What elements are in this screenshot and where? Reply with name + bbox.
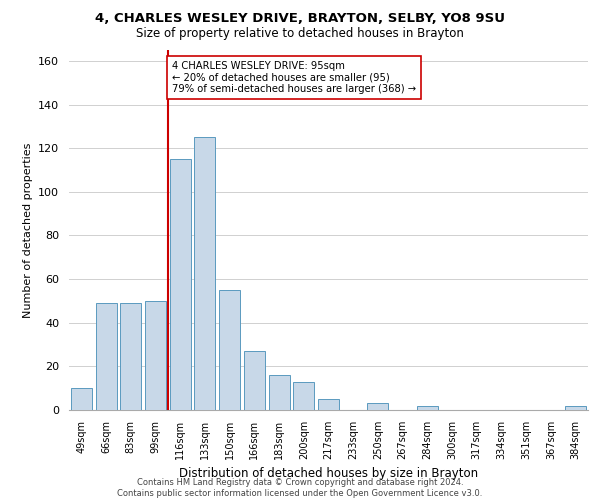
Text: Size of property relative to detached houses in Brayton: Size of property relative to detached ho… [136,28,464,40]
Bar [194,138,215,410]
Bar [71,388,92,410]
Bar [170,159,191,410]
Bar [269,375,290,410]
Text: 4 CHARLES WESLEY DRIVE: 95sqm
← 20% of detached houses are smaller (95)
79% of s: 4 CHARLES WESLEY DRIVE: 95sqm ← 20% of d… [172,61,416,94]
Bar [417,406,438,410]
Text: 4, CHARLES WESLEY DRIVE, BRAYTON, SELBY, YO8 9SU: 4, CHARLES WESLEY DRIVE, BRAYTON, SELBY,… [95,12,505,26]
Bar [367,404,388,410]
Bar [219,290,240,410]
Text: Contains HM Land Registry data © Crown copyright and database right 2024.
Contai: Contains HM Land Registry data © Crown c… [118,478,482,498]
X-axis label: Distribution of detached houses by size in Brayton: Distribution of detached houses by size … [179,468,478,480]
Bar [293,382,314,410]
Bar [120,303,141,410]
Y-axis label: Number of detached properties: Number of detached properties [23,142,32,318]
Bar [95,303,116,410]
Bar [145,301,166,410]
Bar [565,406,586,410]
Bar [244,351,265,410]
Bar [318,399,339,410]
